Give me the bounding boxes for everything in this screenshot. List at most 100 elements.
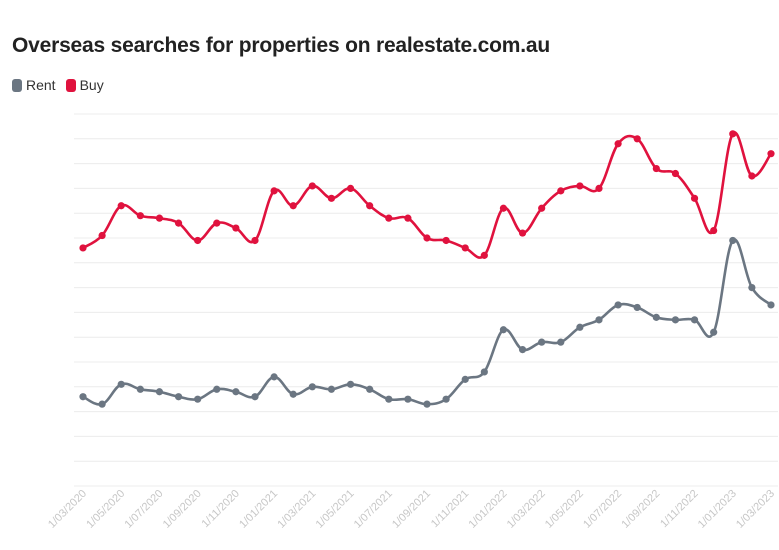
buy-data-point[interactable] (690, 194, 699, 202)
buy-data-point[interactable] (79, 244, 87, 252)
rent-data-point[interactable] (98, 400, 106, 408)
buy-data-point[interactable] (346, 184, 355, 192)
buy-data-point[interactable] (136, 212, 144, 220)
buy-data-point[interactable] (480, 251, 488, 259)
rent-data-point[interactable] (557, 338, 565, 346)
rent-data-point[interactable] (461, 375, 469, 383)
rent-data-point[interactable] (480, 368, 488, 376)
buy-data-point[interactable] (595, 184, 603, 192)
rent-data-point[interactable] (671, 316, 680, 324)
buy-data-point[interactable] (671, 169, 680, 178)
rent-data-point[interactable] (767, 301, 775, 309)
rent-data-point[interactable] (346, 380, 355, 388)
x-tick-label: 1/03/2023 (734, 488, 777, 531)
x-tick-label: 1/01/2023 (696, 488, 739, 531)
buy-data-point[interactable] (767, 150, 775, 158)
buy-data-point[interactable] (748, 172, 756, 180)
rent-data-point[interactable] (442, 395, 450, 403)
x-tick-label: 1/05/2022 (543, 488, 586, 531)
rent-data-point[interactable] (748, 284, 756, 292)
buy-data-point[interactable] (442, 236, 450, 245)
x-tick-label: 1/01/2022 (466, 488, 509, 531)
buy-data-point[interactable] (557, 187, 565, 195)
buy-data-point[interactable] (729, 130, 737, 138)
buy-data-point[interactable] (576, 182, 584, 190)
x-tick-label: 1/11/2021 (429, 488, 472, 531)
buy-data-point[interactable] (270, 187, 278, 195)
x-tick-label: 1/07/2020 (122, 488, 165, 531)
rent-data-point[interactable] (136, 385, 144, 393)
rent-swatch-icon (12, 78, 22, 92)
rent-data-point[interactable] (308, 383, 316, 391)
gridlines (74, 113, 778, 487)
rent-data-point[interactable] (79, 393, 87, 401)
buy-data-point[interactable] (98, 231, 106, 240)
rent-data-point[interactable] (633, 303, 641, 312)
rent-data-point[interactable] (690, 316, 699, 324)
buy-data-point[interactable] (710, 226, 718, 235)
legend-item-buy[interactable]: Buy (65, 77, 104, 93)
rent-data-point[interactable] (423, 400, 431, 408)
x-tick-label: 1/03/2021 (275, 488, 318, 531)
rent-data-point[interactable] (327, 385, 336, 393)
rent-data-point[interactable] (652, 313, 660, 321)
buy-data-point[interactable] (404, 214, 412, 222)
buy-data-point[interactable] (232, 224, 240, 232)
x-tick-label: 1/07/2022 (581, 488, 624, 531)
x-tick-label: 1/09/2022 (619, 488, 662, 531)
rent-data-point[interactable] (614, 301, 622, 309)
buy-data-point[interactable] (538, 204, 546, 212)
legend-item-rent[interactable]: Rent (12, 77, 56, 93)
buy-data-point[interactable] (366, 202, 374, 210)
rent-data-point[interactable] (576, 323, 584, 331)
rent-data-point[interactable] (251, 393, 259, 401)
legend: Rent Buy (12, 77, 104, 93)
rent-data-point[interactable] (174, 393, 183, 401)
chart-title: Overseas searches for properties on real… (12, 34, 550, 57)
buy-data-point[interactable] (213, 219, 221, 227)
rent-data-point[interactable] (499, 326, 508, 334)
buy-data-point[interactable] (155, 214, 164, 222)
buy-data-point[interactable] (194, 236, 202, 245)
buy-data-point[interactable] (461, 244, 469, 252)
buy-data-point[interactable] (518, 229, 527, 237)
x-tick-label: 1/07/2021 (352, 488, 395, 531)
buy-data-point[interactable] (423, 234, 431, 242)
x-tick-label: 1/03/2022 (505, 488, 548, 531)
buy-data-point[interactable] (308, 182, 316, 190)
rent-data-point[interactable] (232, 388, 240, 396)
rent-data-point[interactable] (155, 388, 164, 396)
buy-data-point[interactable] (327, 194, 336, 202)
buy-data-point[interactable] (385, 214, 393, 222)
x-tick-label: 1/01/2021 (237, 488, 280, 531)
buy-data-point[interactable] (499, 204, 508, 212)
rent-data-point[interactable] (385, 395, 393, 403)
rent-data-point[interactable] (404, 395, 412, 403)
x-tick-label: 1/05/2021 (314, 488, 357, 531)
buy-data-point[interactable] (633, 135, 641, 143)
rent-data-point[interactable] (595, 316, 603, 324)
buy-data-point[interactable] (174, 219, 183, 227)
buy-data-point[interactable] (652, 164, 660, 173)
rent-data-point[interactable] (194, 395, 202, 403)
rent-data-point[interactable] (729, 236, 737, 245)
buy-data-point[interactable] (289, 202, 297, 210)
rent-data-point[interactable] (117, 380, 125, 388)
rent-data-point[interactable] (289, 390, 297, 398)
rent-series-line (82, 238, 772, 406)
x-tick-label: 1/11/2022 (658, 488, 701, 531)
buy-data-point[interactable] (117, 202, 125, 210)
rent-data-point[interactable] (366, 385, 374, 393)
rent-data-point[interactable] (213, 385, 221, 393)
legend-label-rent: Rent (26, 77, 56, 93)
rent-data-point[interactable] (518, 346, 527, 354)
rent-data-point[interactable] (710, 328, 718, 336)
rent-data-point[interactable] (538, 338, 546, 346)
buy-data-point[interactable] (614, 140, 622, 148)
buy-swatch-icon (65, 78, 76, 92)
rent-data-point[interactable] (270, 373, 278, 381)
x-axis-ticks: 1/03/20201/05/20201/07/20201/09/20201/11… (46, 488, 777, 531)
buy-data-point[interactable] (251, 236, 259, 245)
legend-label-buy: Buy (79, 77, 104, 93)
